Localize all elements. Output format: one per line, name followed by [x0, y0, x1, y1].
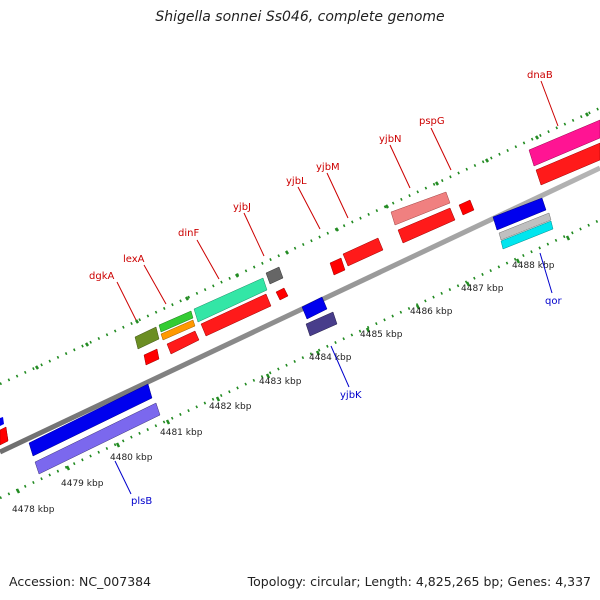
gene-arrow-blue[interactable] [0, 417, 4, 426]
gene-dgkA[interactable] [134, 326, 160, 350]
gene-label-dnaB: dnaB [527, 70, 553, 81]
gene-qor[interactable] [492, 197, 547, 231]
gene-arrow-red[interactable] [329, 257, 346, 276]
gene-arrow-red[interactable] [0, 426, 9, 446]
forward-gene-labels: dgkA lexA dinF yjbJ yjbL yjbM yjbN pspG … [89, 70, 553, 282]
tick-label: 4481 kbp [160, 428, 203, 438]
gene-label-lexA: lexA [123, 254, 145, 265]
reverse-genes [0, 197, 554, 475]
tick-label: 4479 kbp [61, 479, 104, 489]
gene-yjbN[interactable] [390, 191, 451, 226]
genome-summary-text: Topology: circular; Length: 4,825,265 bp… [247, 574, 591, 589]
genome-title: Shigella sonnei Ss046, complete genome [155, 9, 445, 25]
gene-yjbK[interactable] [301, 296, 328, 320]
tick-label: 4488 kbp [512, 261, 555, 271]
gene-arrow-red[interactable] [275, 287, 289, 301]
gene-label-yjbK: yjbK [340, 390, 362, 401]
gene-arrow-red[interactable] [143, 348, 160, 366]
gene-dinF[interactable] [193, 277, 268, 323]
gene-label-pspG: pspG [419, 116, 445, 127]
tick-label: 4487 kbp [461, 284, 504, 294]
forward-genes [0, 119, 600, 445]
tick-label: 4478 kbp [12, 505, 55, 515]
gene-label-yjbJ: yjbJ [233, 202, 251, 213]
gene-plsB-purple[interactable] [34, 402, 161, 475]
gene-label-plsB: plsB [131, 496, 152, 507]
gene-arrow-red[interactable] [166, 330, 200, 355]
gene-label-yjbL: yjbL [286, 176, 307, 187]
accession-text: Accession: NC_007384 [9, 574, 152, 589]
gene-label-yjbN: yjbN [379, 134, 402, 145]
reverse-scale-dots [0, 218, 600, 500]
gene-label-dinF: dinF [178, 228, 199, 239]
reverse-gene-labels: qor yjbK plsB [131, 296, 562, 507]
tick-label: 4482 kbp [209, 402, 252, 412]
gene-label-yjbM: yjbM [316, 162, 340, 173]
gene-lexA-orange[interactable] [160, 319, 196, 341]
gene-silver[interactable] [498, 212, 552, 241]
tick-label: 4485 kbp [360, 330, 403, 340]
gene-yjbK-navy[interactable] [305, 311, 338, 337]
forward-scale-dots [0, 106, 600, 386]
forward-major-ticks [34, 112, 590, 370]
gene-arrow-red[interactable] [200, 293, 272, 337]
reverse-label-lines [114, 252, 553, 495]
reverse-major-ticks [15, 235, 571, 494]
tick-label: 4480 kbp [110, 453, 153, 463]
gene-pspG[interactable] [458, 199, 475, 216]
gene-lexA[interactable] [158, 310, 194, 333]
gene-arrow-red[interactable] [397, 207, 456, 244]
tick-label: 4486 kbp [410, 307, 453, 317]
tick-label: 4483 kbp [259, 377, 302, 387]
gene-label-qor: qor [545, 296, 562, 307]
gene-label-dgkA: dgkA [89, 271, 114, 282]
forward-label-lines [116, 80, 559, 321]
gene-arrow-red[interactable] [342, 237, 384, 267]
tick-labels: 4478 kbp 4479 kbp 4480 kbp 4481 kbp 4482… [12, 261, 555, 515]
gene-cyan[interactable] [500, 220, 554, 250]
gene-dnaB[interactable] [528, 119, 600, 167]
gene-yjbJ[interactable] [265, 266, 284, 285]
gene-arrow-red[interactable] [535, 142, 600, 186]
tick-label: 4484 kbp [309, 353, 352, 363]
gene-plsB[interactable] [28, 383, 153, 457]
